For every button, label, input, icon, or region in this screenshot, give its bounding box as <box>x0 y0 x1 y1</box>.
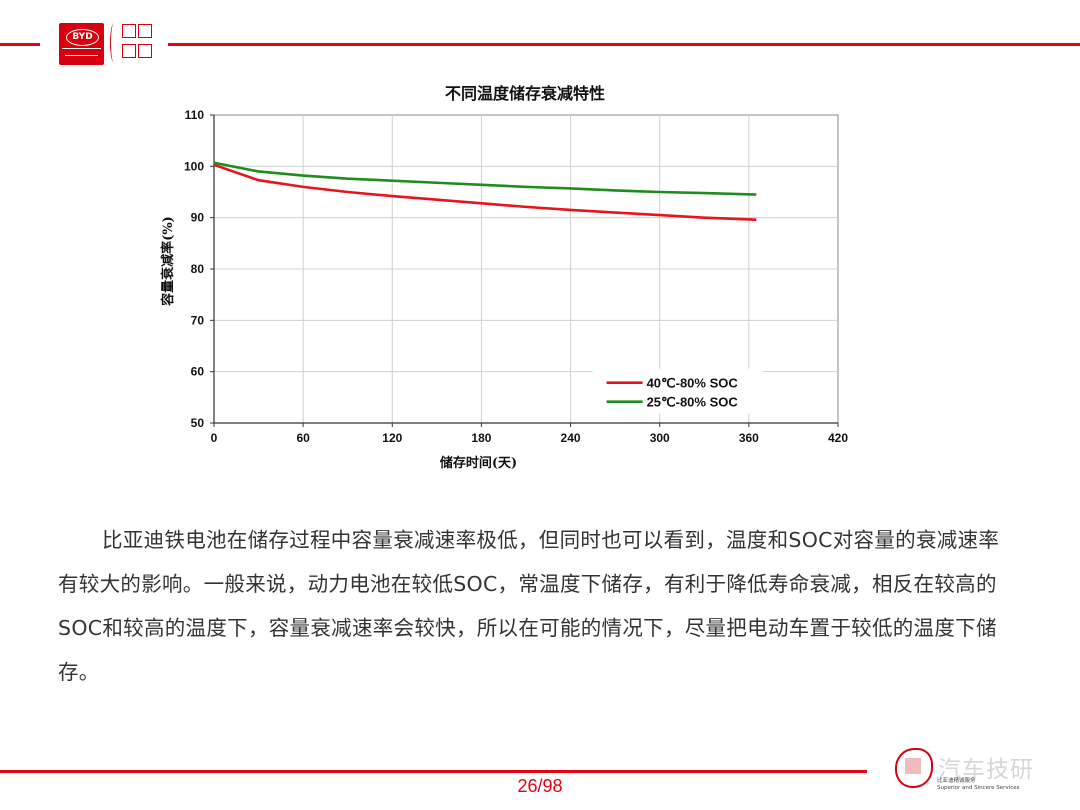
logo-stripe <box>65 55 98 59</box>
y-tick-label: 60 <box>191 365 205 379</box>
service-text: 比亚迪精诚服务 Superior and Sincere Services <box>937 778 1020 792</box>
y-tick-label: 80 <box>191 262 205 276</box>
byd-logo-text: BYD <box>66 29 99 46</box>
slogan-glyph <box>138 44 152 58</box>
legend-label-2: 25℃-80% SOC <box>647 395 739 410</box>
series-line-2 <box>213 161 757 196</box>
x-tick-label: 420 <box>828 431 848 445</box>
service-text-cn: 比亚迪精诚服务 <box>937 778 976 784</box>
x-axis-label: 储存时间(天) <box>439 455 517 471</box>
header-rule-right <box>168 43 1080 46</box>
slogan-glyph <box>138 24 152 38</box>
y-tick-label: 110 <box>185 108 205 122</box>
x-tick-label: 180 <box>471 431 491 445</box>
series-line-1 <box>213 163 757 222</box>
legend-box <box>592 368 763 414</box>
service-logo-mark <box>905 758 921 774</box>
line-chart: 0 60 120 180 240 300 360 420 50 60 70 80 90 100 110 储存时… <box>160 108 848 471</box>
x-tick-label: 60 <box>296 431 310 445</box>
page-number: 26/98 <box>517 776 563 796</box>
service-logo-icon <box>893 744 933 790</box>
header-rule-left <box>0 43 40 46</box>
service-text-en: Superior and Sincere Services <box>937 785 1020 791</box>
x-tick-label: 240 <box>561 431 581 445</box>
byd-logo-icon: BYD <box>59 23 104 65</box>
x-tick-label: 300 <box>650 431 670 445</box>
x-tick-label: 360 <box>739 431 759 445</box>
x-tick-label: 0 <box>211 431 218 445</box>
y-axis-label: 容量衰减率(%) <box>160 216 176 307</box>
body-paragraph: 比亚迪铁电池在储存过程中容量衰减速率极低，但同时也可以看到，温度和SOC对容量的… <box>58 528 1000 684</box>
watermark-text: 汽车技研 <box>938 757 1034 783</box>
slogan-seal-icon <box>108 20 156 66</box>
x-tick-label: 120 <box>382 431 402 445</box>
y-tick-label: 70 <box>191 313 205 327</box>
y-tick-label: 100 <box>184 159 204 173</box>
y-tick-label: 90 <box>191 211 205 225</box>
logo-stripe <box>62 48 101 52</box>
legend-label-1: 40℃-80% SOC <box>647 376 739 391</box>
chart-title: 不同温度储存衰减特性 <box>444 84 605 103</box>
service-logo-ring <box>895 748 933 788</box>
slogan-glyph <box>122 24 136 38</box>
footer-rule <box>0 770 867 773</box>
y-tick-label: 50 <box>191 416 205 430</box>
slogan-bracket <box>110 24 117 62</box>
slogan-glyph <box>122 44 136 58</box>
